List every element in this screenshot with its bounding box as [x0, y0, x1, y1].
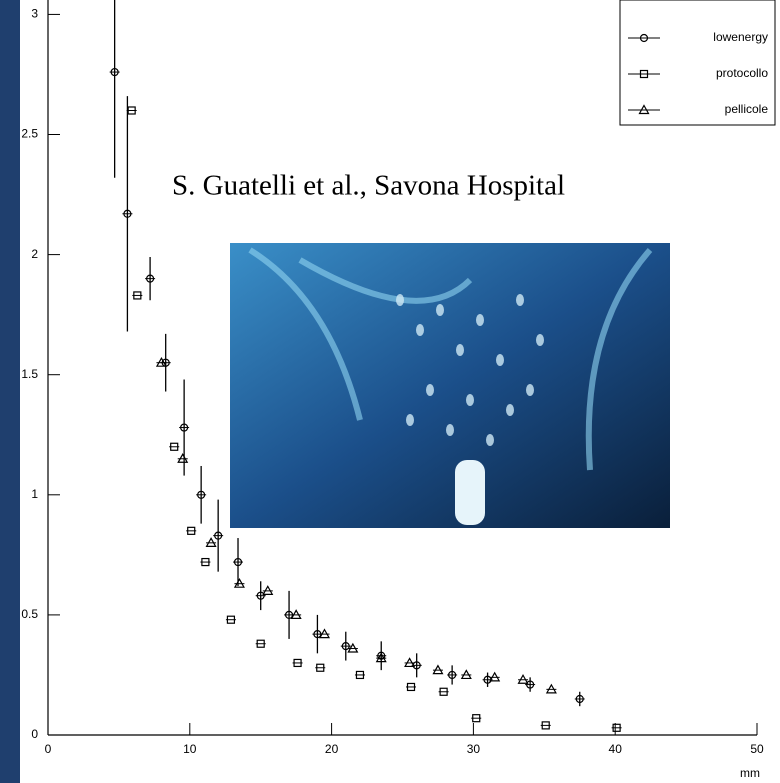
point	[205, 537, 217, 547]
y-tick-label: 3	[31, 7, 38, 21]
legend-box	[619, 0, 776, 126]
point	[155, 356, 167, 367]
x-tick-label: 30	[467, 742, 481, 756]
point	[316, 663, 325, 672]
point	[489, 671, 501, 682]
legend-label: lowenergy	[713, 30, 768, 44]
point	[545, 683, 557, 694]
point	[541, 721, 550, 730]
point	[233, 577, 245, 588]
point	[293, 658, 302, 668]
point	[517, 674, 529, 684]
point	[347, 642, 359, 653]
point	[170, 442, 179, 451]
y-tick-label: 2	[31, 247, 38, 261]
y-tick-label: 0.5	[21, 607, 38, 621]
point	[262, 585, 274, 595]
legend-label: pellicole	[725, 102, 769, 116]
point	[290, 609, 302, 620]
point	[226, 615, 236, 624]
point	[432, 664, 444, 675]
point	[575, 694, 584, 704]
point	[638, 104, 650, 115]
y-tick-label: 1.5	[21, 367, 38, 381]
legend-label: protocollo	[716, 66, 768, 80]
point	[233, 557, 243, 567]
point	[201, 557, 210, 567]
point	[526, 680, 535, 689]
point	[145, 274, 155, 283]
point	[612, 723, 621, 732]
point	[448, 670, 457, 680]
x-tick-label: 0	[45, 742, 52, 756]
y-tick-label: 0	[31, 727, 38, 741]
point	[318, 628, 331, 639]
point	[375, 652, 387, 663]
point	[639, 33, 649, 43]
point	[439, 687, 448, 696]
point	[123, 209, 132, 218]
point	[214, 531, 223, 540]
point	[177, 453, 189, 463]
point	[472, 714, 481, 723]
point	[256, 639, 265, 648]
point	[639, 69, 649, 79]
annotation: S. Guatelli et al., Savona Hospital	[172, 170, 565, 202]
x-axis-label: mm	[740, 766, 760, 780]
point	[127, 106, 136, 115]
x-tick-label: 50	[750, 742, 764, 756]
point	[180, 423, 189, 432]
point	[406, 682, 416, 692]
point	[377, 651, 386, 660]
x-tick-label: 20	[325, 742, 339, 756]
point	[197, 490, 206, 499]
point	[187, 526, 196, 535]
x-tick-label: 40	[609, 742, 623, 756]
y-tick-label: 1	[31, 487, 38, 501]
y-tick-label: 2.5	[21, 127, 38, 141]
point	[256, 591, 265, 600]
point	[404, 657, 416, 668]
point	[355, 670, 365, 680]
xray-image	[230, 243, 670, 528]
point	[110, 67, 119, 77]
point	[341, 642, 350, 651]
x-tick-label: 10	[183, 742, 197, 756]
point	[460, 669, 472, 680]
point	[133, 291, 142, 300]
